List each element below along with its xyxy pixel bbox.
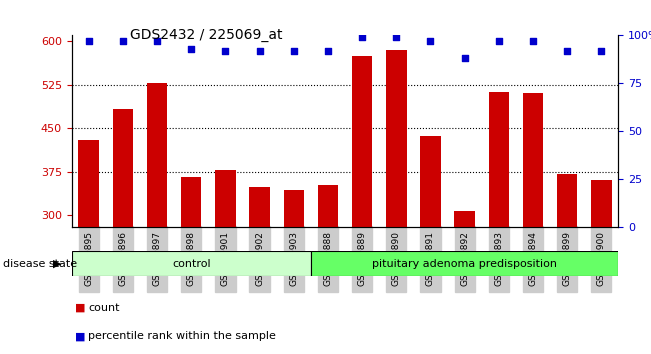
Bar xyxy=(311,251,618,276)
Bar xyxy=(72,251,311,276)
Point xyxy=(220,48,230,53)
Bar xyxy=(352,56,372,227)
Point xyxy=(288,48,299,53)
Text: pituitary adenoma predisposition: pituitary adenoma predisposition xyxy=(372,259,557,269)
Bar xyxy=(488,92,509,227)
Bar xyxy=(591,180,611,227)
Text: percentile rank within the sample: percentile rank within the sample xyxy=(88,331,276,341)
Bar xyxy=(181,177,201,227)
Point xyxy=(357,34,367,40)
Bar xyxy=(557,175,577,227)
Bar xyxy=(249,187,270,227)
Text: ▶: ▶ xyxy=(53,259,62,269)
Bar xyxy=(78,140,99,227)
Point xyxy=(186,46,197,52)
Point xyxy=(425,38,436,44)
Point xyxy=(493,38,504,44)
Point xyxy=(596,48,607,53)
Point xyxy=(152,38,162,44)
Bar xyxy=(318,185,339,227)
Bar xyxy=(386,50,406,227)
Point xyxy=(118,38,128,44)
Text: ■: ■ xyxy=(75,303,85,313)
Bar xyxy=(454,211,475,227)
Point xyxy=(562,48,572,53)
Point xyxy=(391,34,402,40)
Point xyxy=(460,56,470,61)
Bar xyxy=(113,109,133,227)
Point xyxy=(83,38,94,44)
Bar xyxy=(146,84,167,227)
Point xyxy=(528,38,538,44)
Bar xyxy=(420,136,441,227)
Text: count: count xyxy=(88,303,119,313)
Bar xyxy=(523,93,543,227)
Text: ■: ■ xyxy=(75,331,85,341)
Point xyxy=(255,48,265,53)
Text: GDS2432 / 225069_at: GDS2432 / 225069_at xyxy=(130,28,283,42)
Text: control: control xyxy=(172,259,210,269)
Bar xyxy=(215,170,236,227)
Bar xyxy=(283,190,304,227)
Text: disease state: disease state xyxy=(3,259,77,269)
Point xyxy=(323,48,333,53)
